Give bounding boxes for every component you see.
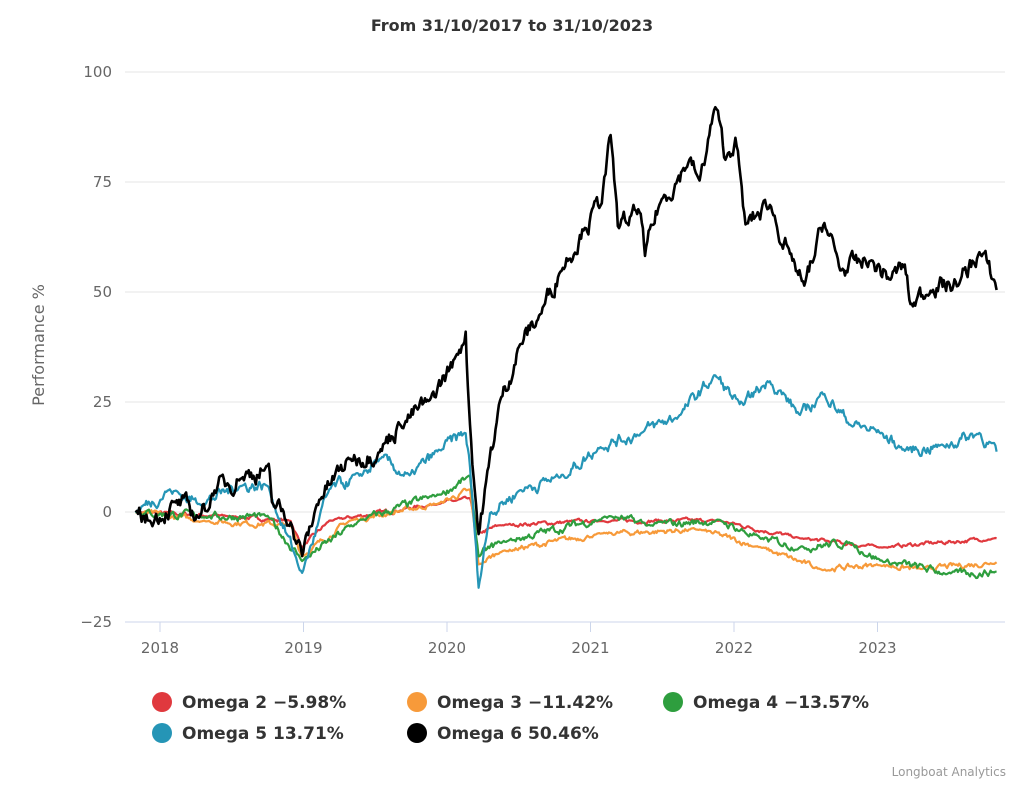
- legend-item-omega-6[interactable]: Omega 6 50.46%: [407, 723, 599, 744]
- y-axis-ticks: 100 75 50 25 0 −25: [80, 63, 112, 631]
- y-tick-label: 75: [93, 173, 112, 191]
- legend-item-omega-4[interactable]: Omega 4 −13.57%: [663, 692, 869, 713]
- legend-label: Omega 5 13.71%: [182, 724, 344, 744]
- x-tick-label: 2019: [284, 639, 322, 657]
- series-line-omega-3[interactable]: [135, 487, 998, 573]
- x-tick-label: 2018: [141, 639, 179, 657]
- series-lines: [134, 105, 998, 589]
- x-tick-label: 2022: [715, 639, 753, 657]
- legend-item-omega-2[interactable]: Omega 2 −5.98%: [152, 692, 346, 713]
- y-tick-label: 25: [93, 393, 112, 411]
- legend-label: Omega 3 −11.42%: [437, 693, 613, 713]
- grid: [125, 71, 1005, 623]
- series-line-omega-6[interactable]: [134, 105, 998, 558]
- legend: Omega 2 −5.98% Omega 3 −11.42% Omega 4 −13…: [152, 692, 869, 744]
- legend-item-omega-5[interactable]: Omega 5 13.71%: [152, 723, 344, 744]
- legend-marker: [152, 723, 172, 743]
- x-tick-label: 2020: [428, 639, 466, 657]
- legend-marker: [407, 723, 427, 743]
- y-tick-label: 100: [83, 63, 112, 81]
- chart-title: From 31/10/2017 to 31/10/2023: [371, 16, 653, 35]
- y-tick-label: −25: [80, 613, 112, 631]
- y-tick-label: 50: [93, 283, 112, 301]
- x-axis-ticks: 2018 2019 2020 2021 2022 2023: [141, 622, 897, 657]
- credits[interactable]: Longboat Analytics: [892, 765, 1006, 779]
- legend-item-omega-3[interactable]: Omega 3 −11.42%: [407, 692, 613, 713]
- legend-marker: [407, 692, 427, 712]
- legend-label: Omega 4 −13.57%: [693, 693, 869, 713]
- legend-marker: [663, 692, 683, 712]
- series-line-omega-4[interactable]: [135, 474, 997, 580]
- legend-label: Omega 6 50.46%: [437, 724, 599, 744]
- legend-marker: [152, 692, 172, 712]
- y-tick-label: 0: [102, 503, 112, 521]
- series-line-omega-5[interactable]: [134, 374, 998, 589]
- x-tick-label: 2023: [858, 639, 896, 657]
- y-axis-title: Performance %: [29, 284, 48, 406]
- legend-label: Omega 2 −5.98%: [182, 693, 346, 713]
- x-tick-label: 2021: [571, 639, 609, 657]
